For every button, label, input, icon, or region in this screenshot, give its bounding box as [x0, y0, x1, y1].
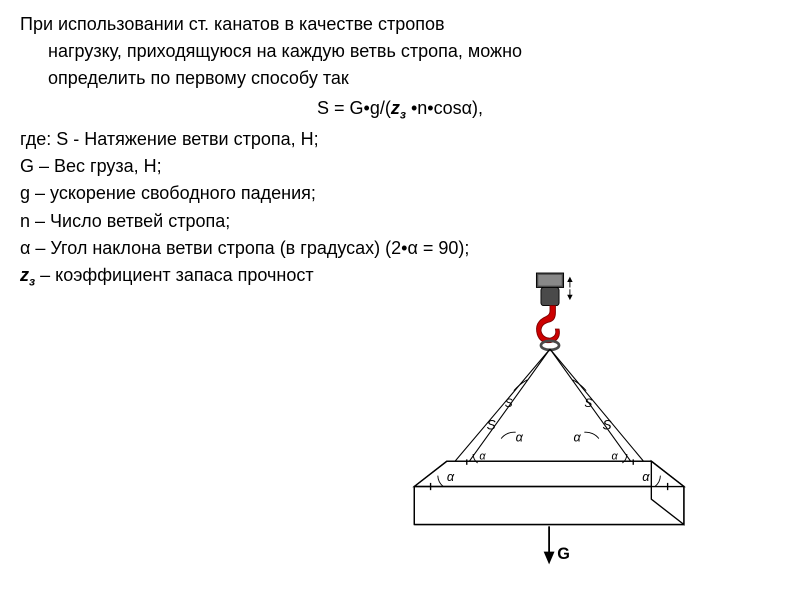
svg-text:α: α — [642, 470, 650, 484]
label-s-bl: S — [505, 397, 513, 410]
formula-prefix: S = G•g/( — [317, 98, 391, 118]
svg-text:G: G — [557, 545, 570, 563]
svg-text:α: α — [479, 450, 486, 462]
label-s-fl: S — [487, 418, 496, 433]
formula: S = G•g/(zз •n•cosα), — [20, 96, 780, 123]
svg-text:α: α — [574, 430, 582, 444]
svg-text:α: α — [516, 430, 524, 444]
g-arrow: G — [544, 526, 570, 564]
para-line4: где: S - Натяжение ветви стропа, H; — [20, 127, 780, 152]
diagram-svg: S S S S α α — [360, 260, 740, 590]
formula-z: z — [391, 98, 400, 118]
para-line3: определить по первому способу так — [20, 66, 780, 91]
formula-suffix: •n•cosα), — [406, 98, 483, 118]
para-line7: n – Число ветвей стропа; — [20, 209, 780, 234]
para-line8: α – Угол наклона ветви стропа (в градуса… — [20, 236, 780, 261]
line9-rest: – коэффициент запаса прочност — [35, 265, 314, 285]
svg-text:α: α — [447, 470, 455, 484]
text-content: При использовании ст. канатов в качестве… — [20, 12, 780, 290]
mid-alpha: α α — [501, 430, 599, 444]
svg-text:α: α — [612, 450, 619, 462]
para-line2: нагрузку, приходящуюся на каждую ветвь с… — [20, 39, 780, 64]
s-labels: S S S S — [487, 397, 612, 433]
label-s-br: S — [584, 397, 592, 410]
label-s-fr: S — [602, 418, 611, 433]
hook-assembly — [536, 273, 572, 350]
line9-z: z — [20, 265, 29, 285]
sling-diagram: S S S S α α — [360, 260, 740, 590]
para-line5: G – Вес груза, H; — [20, 154, 780, 179]
top-arcs — [514, 380, 586, 391]
para-line6: g – ускорение свободного падения; — [20, 181, 780, 206]
para-line1: При использовании ст. канатов в качестве… — [20, 12, 780, 37]
